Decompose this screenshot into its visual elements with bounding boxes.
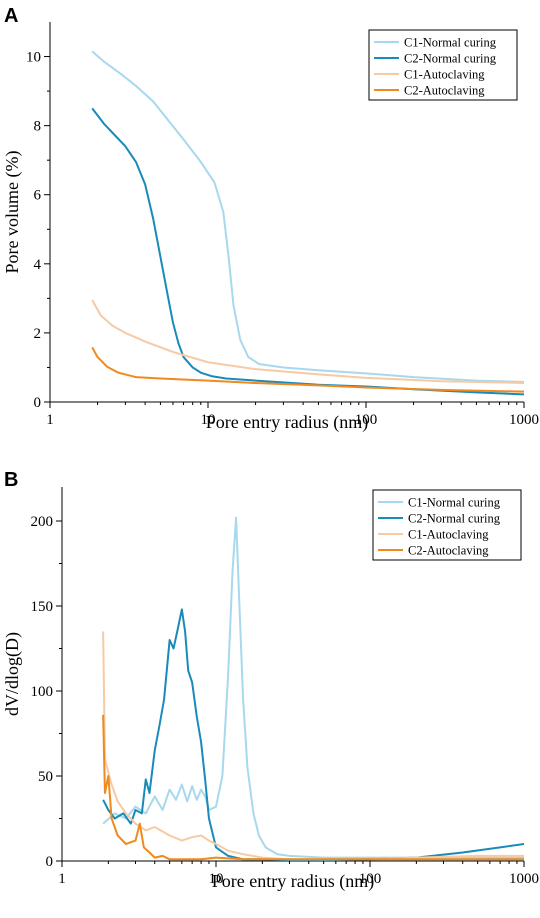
panel-a-letter: A	[4, 5, 18, 27]
panel-a-x-tick-label: 10	[201, 412, 216, 428]
panel-b-legend-label: C2-Normal curing	[408, 512, 501, 526]
panel-b-y-tick-label: 50	[38, 769, 53, 785]
panel-a-x-tick-label: 100	[355, 412, 378, 428]
panel-a-y-tick-label: 10	[26, 50, 41, 66]
panel-b-x-tick-label: 1000	[509, 871, 539, 887]
panel-b-x-tick-label: 100	[359, 871, 382, 887]
panel-a-x-tick-label: 1	[46, 412, 54, 428]
panel-a-y-tick-label: 6	[34, 188, 42, 204]
panel-a-legend-label: C1-Normal curing	[404, 36, 497, 50]
panel-b-series-line-4	[102, 714, 524, 861]
panel-b-letter: B	[4, 469, 18, 491]
panel-b-series-line-2	[102, 608, 524, 861]
panel-b-y-tick-label: 200	[31, 514, 54, 530]
panel-b-series-group	[102, 516, 524, 861]
panel-a-frame: 1 10 100 1000 0 2 4 6 8 10	[26, 22, 539, 428]
panel-a: A 1 10 100 1000 0 2 4 6 8 10 Pore entry radius (n…	[2, 5, 539, 433]
panel-a-series-line-1	[91, 50, 524, 383]
panel-a-y-tick-label: 2	[34, 326, 42, 342]
panel-a-legend-label: C2-Normal curing	[404, 52, 497, 66]
panel-a-y-tick-label: 4	[34, 257, 42, 273]
panel-b-series-line-1	[102, 516, 524, 859]
panel-b-y-tick-label: 150	[31, 599, 54, 615]
panel-b-legend-label: C2-Autoclaving	[408, 544, 489, 558]
panel-b-legend-label: C1-Autoclaving	[408, 528, 489, 542]
panel-a-legend-label: C2-Autoclaving	[404, 84, 485, 98]
panel-b: B 1 10 100 1000 0 50 100 150 200 Pore entry radi…	[2, 469, 539, 892]
panel-a-legend-label: C1-Autoclaving	[404, 68, 485, 82]
panel-b-marks	[102, 516, 524, 861]
panel-a-series-group	[91, 50, 524, 396]
panel-b-legend-label: C1-Normal curing	[408, 496, 501, 510]
panel-b-legend: C1-Normal curing C2-Normal curing C1-Autoc…	[372, 489, 522, 561]
panel-b-x-tick-label: 10	[209, 871, 224, 887]
panel-a-series-line-3	[91, 299, 524, 384]
panel-a-marks	[91, 50, 524, 396]
panel-a-x-axis-label: Pore entry radius (nm)	[206, 412, 368, 433]
panel-a-legend: C1-Normal curing C2-Normal curing C1-Autoc…	[368, 29, 518, 101]
panel-a-y-axis-label: Pore volume (%)	[2, 151, 23, 274]
panel-a-y-tick-label: 0	[34, 395, 42, 411]
panel-b-x-axis-label: Pore entry radius (nm)	[212, 871, 374, 892]
panel-b-x-tick-label: 1	[58, 871, 66, 887]
panel-b-y-tick-label: 0	[46, 854, 54, 870]
panel-a-series-line-2	[91, 107, 524, 396]
panel-a-x-tick-label: 1000	[509, 412, 539, 428]
panel-a-y-tick-label: 8	[34, 119, 42, 135]
panel-b-y-tick-label: 100	[31, 684, 54, 700]
panel-b-y-axis-label: dV/dlog(D)	[2, 632, 23, 716]
panel-a-series-line-4	[91, 346, 524, 393]
